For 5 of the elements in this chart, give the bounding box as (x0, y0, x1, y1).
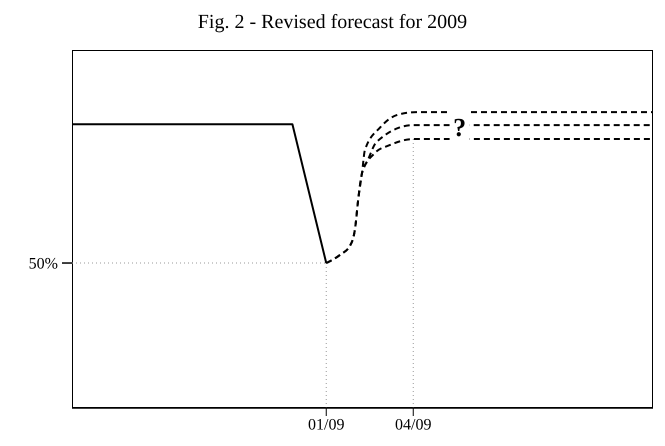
annotation: ? (453, 113, 466, 142)
text: 50% (28, 256, 58, 273)
x-tick-label: 04/09 (395, 416, 432, 434)
chart-title: Fig. 2 - Revised forecast for 2009 (196, 10, 468, 35)
x-tick-label: 01/09 (308, 416, 344, 434)
